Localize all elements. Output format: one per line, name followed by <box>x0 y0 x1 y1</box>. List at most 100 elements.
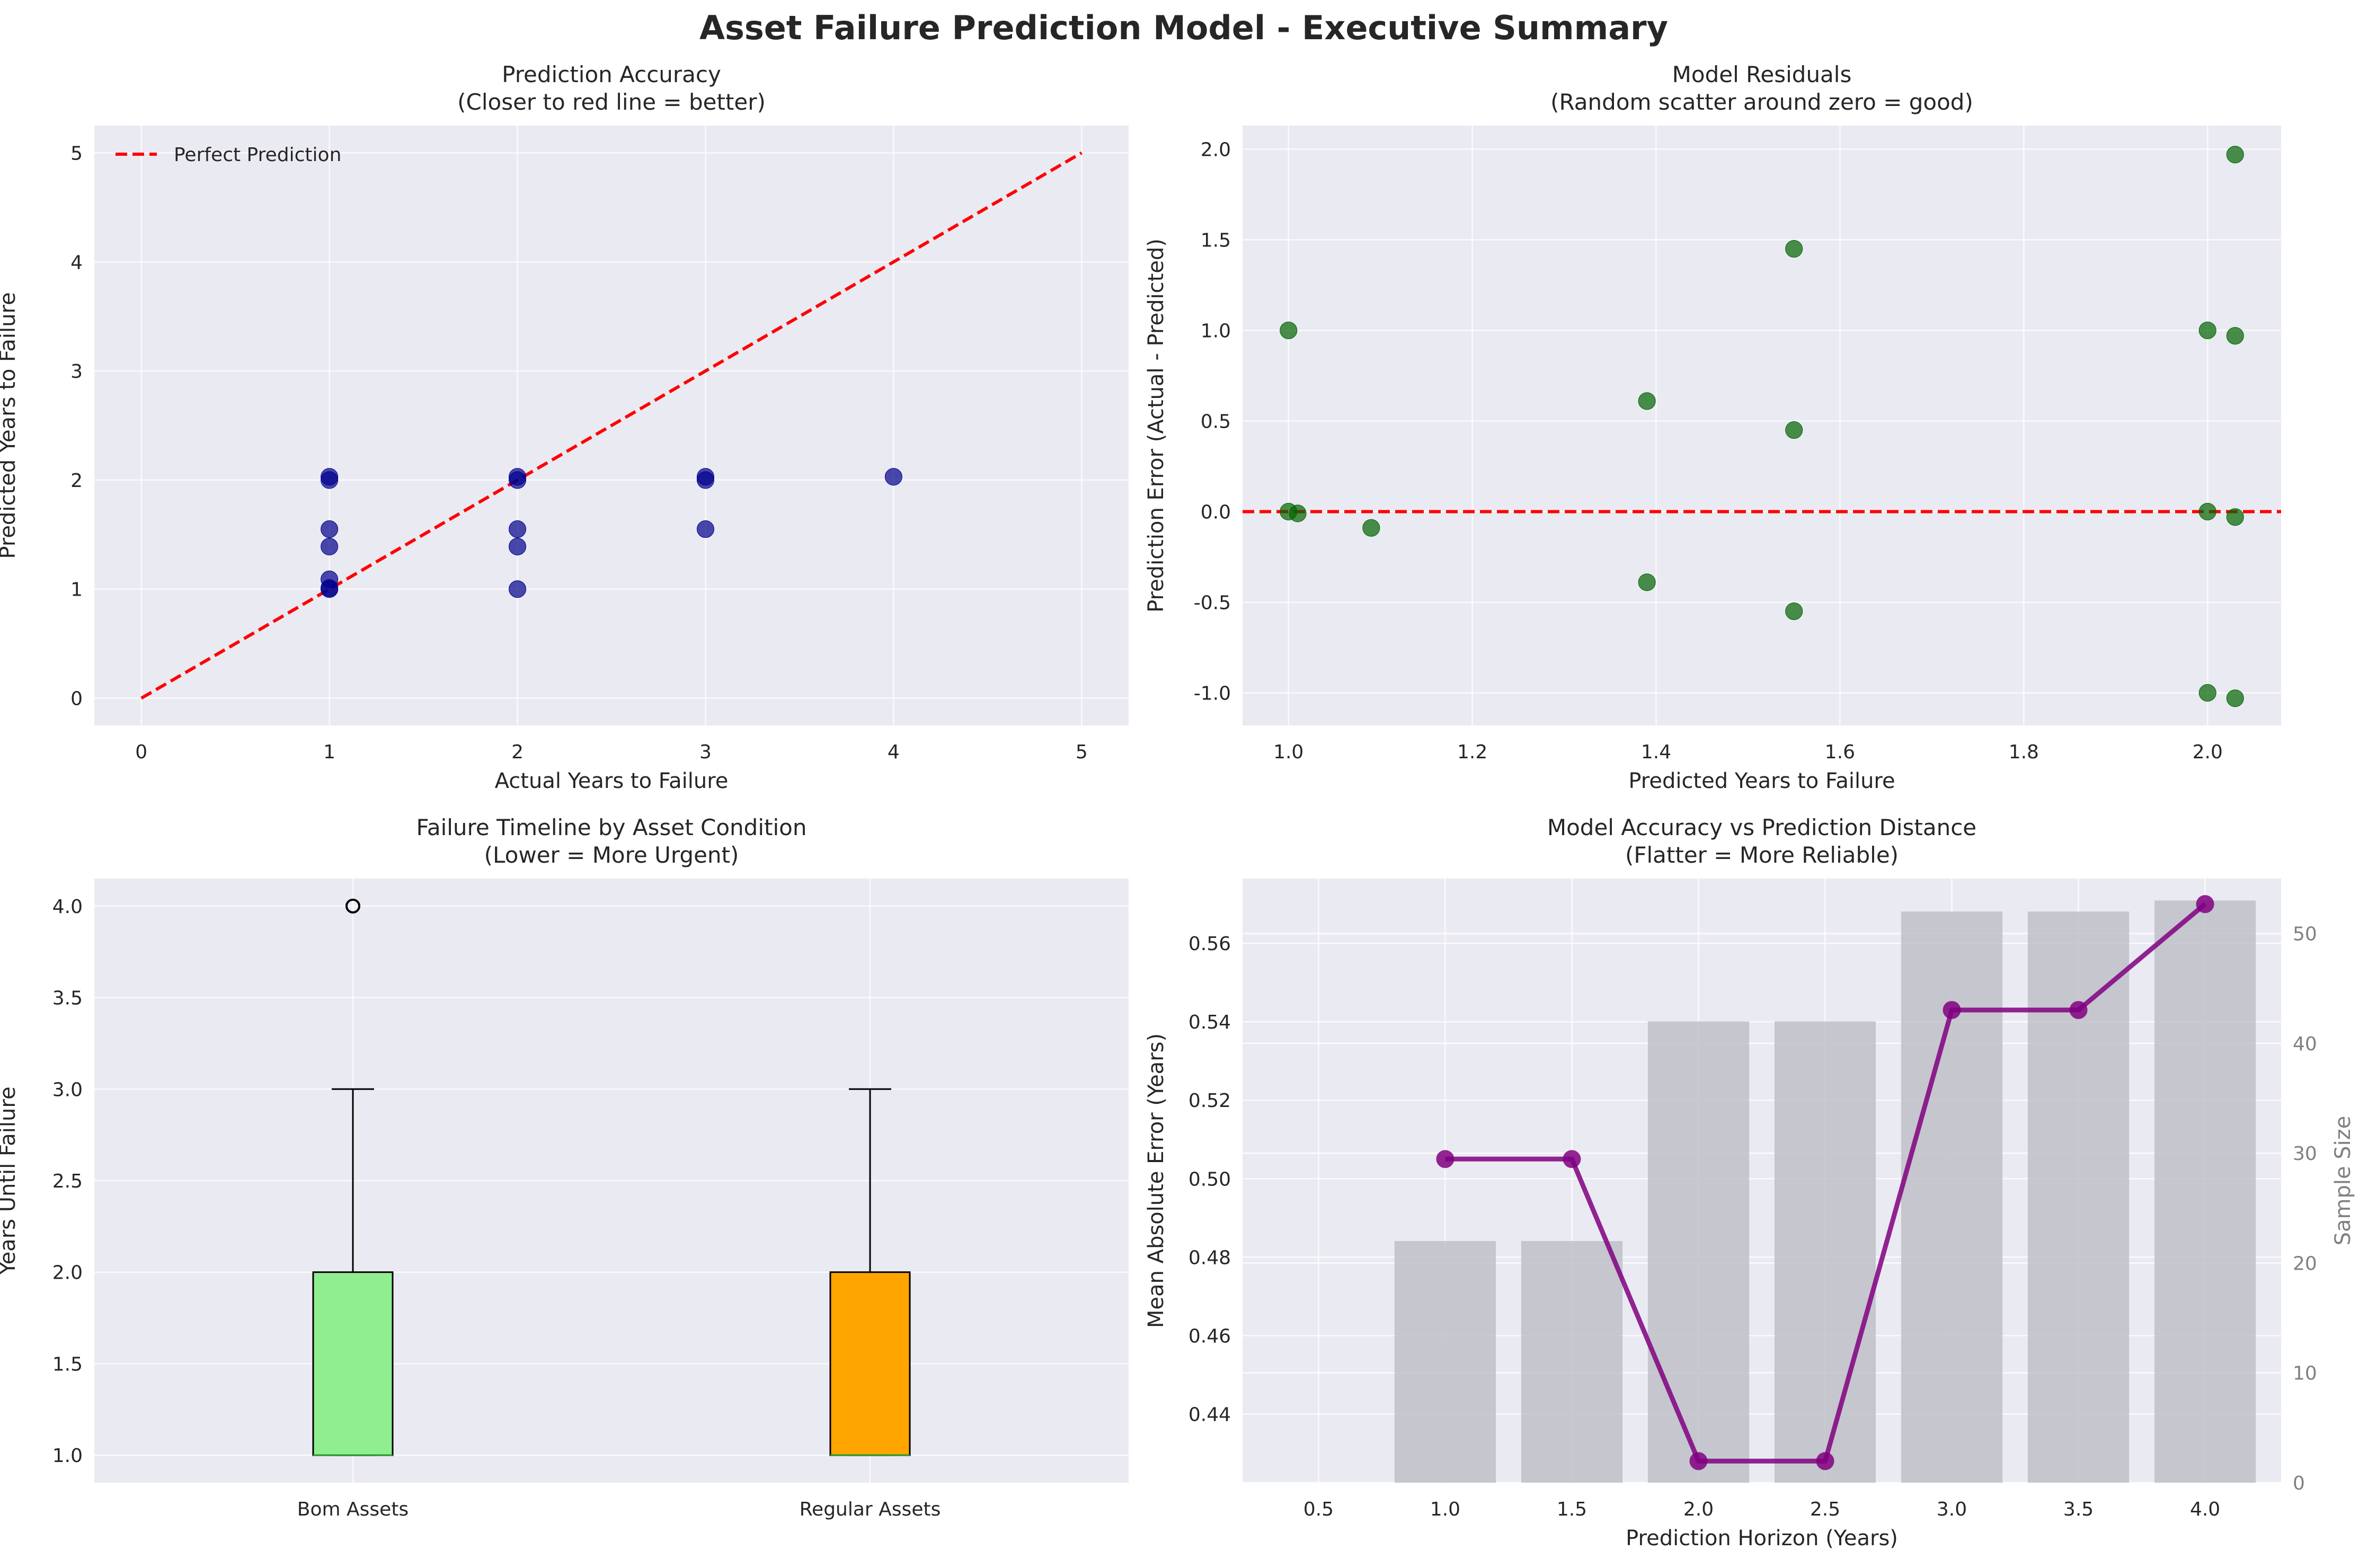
x-axis-label: Prediction Horizon (Years) <box>1626 1526 1898 1551</box>
outlier-point <box>345 898 360 914</box>
y-tick-label: 0.44 <box>1189 1404 1231 1425</box>
panel-3: 1.0 1.5 2.0 2.5 3.0 3.5 4.0 Failure Timeline by… <box>0 814 1129 1520</box>
y-tick-label: 0.54 <box>1189 1012 1231 1033</box>
data-point <box>509 580 527 598</box>
data-point <box>696 520 714 538</box>
residual-point <box>1289 504 1307 522</box>
residual-point <box>2198 321 2216 339</box>
residual-point <box>1785 603 1803 621</box>
y-axis-label: Predicted Years to Failure <box>0 292 20 559</box>
x-tick-label: 3.0 <box>1937 1499 1967 1520</box>
x-tick-label: 2 <box>511 741 524 763</box>
panel-title: Model Residuals <box>1672 61 1852 87</box>
residual-point <box>1362 519 1380 537</box>
legend-label: Perfect Prediction <box>174 144 341 166</box>
panel-2: -1.0 -0.5 0.0 0.5 1.0 1.5 2.0 1.0 1.2 1.4 1.6 1.8 2.… <box>1144 61 2281 793</box>
x-axis-label: Actual Years to Failure <box>495 769 729 793</box>
y-axis-label: Prediction Error (Actual - Predicted) <box>1144 238 1168 613</box>
box-iqr <box>312 1271 394 1456</box>
plot-area-2 <box>1243 126 2281 725</box>
panel-title: Prediction Accuracy <box>502 61 721 87</box>
x-tick-label: 4 <box>888 741 900 763</box>
data-point <box>321 468 339 486</box>
x-tick-label: 1 <box>323 741 335 763</box>
y-tick-label: 2 <box>70 470 83 492</box>
y2-tick-label: 10 <box>2293 1363 2317 1385</box>
figure-title: Asset Failure Prediction Model - Executi… <box>699 8 1668 47</box>
panel-title: (Closer to red line = better) <box>457 89 766 115</box>
y-tick-label: 0.48 <box>1189 1247 1231 1269</box>
y-tick-label: 4.0 <box>52 896 83 918</box>
y-tick-label: 3.0 <box>52 1079 83 1101</box>
panel-title: (Flatter = More Reliable) <box>1625 842 1899 868</box>
data-point <box>321 570 339 588</box>
residual-point <box>1785 240 1803 258</box>
panel-title: (Random scatter around zero = good) <box>1550 89 1973 115</box>
residual-point <box>2198 502 2216 520</box>
y-tick-label: 1 <box>70 579 83 601</box>
y-tick-label: 2.0 <box>1201 139 1231 161</box>
residual-point <box>1280 321 1298 339</box>
y-tick-label: 0.52 <box>1189 1090 1231 1112</box>
data-point <box>509 520 527 538</box>
y2-tick-label: 30 <box>2293 1143 2317 1165</box>
x-tick-label: 3.5 <box>2063 1499 2094 1520</box>
residual-point <box>2198 684 2216 702</box>
y-axis-label: Years Until Failure <box>0 1086 20 1275</box>
mae-point <box>2069 1000 2088 1019</box>
y2-tick-label: 20 <box>2293 1253 2317 1274</box>
data-point <box>884 468 902 486</box>
perfect-prediction-line <box>140 151 1083 700</box>
y-tick-label: 0.5 <box>1201 411 1231 432</box>
residual-point <box>2226 689 2244 707</box>
y-tick-label: 5 <box>70 143 83 164</box>
box-2: Regular Assets <box>800 1088 941 1520</box>
sample-size-bar <box>1521 1241 1623 1483</box>
legend: Perfect Prediction <box>116 144 341 166</box>
data-point <box>509 468 527 486</box>
residual-point <box>1638 392 1656 410</box>
data-point <box>321 520 339 538</box>
x-tick-label: 1.0 <box>1430 1499 1460 1520</box>
residual-point <box>2226 508 2244 526</box>
residual-point <box>2226 146 2244 164</box>
x-axis-label: Predicted Years to Failure <box>1628 769 1895 793</box>
mae-point <box>1436 1150 1454 1168</box>
panel-1: 0 1 2 3 4 5 0 1 2 3 4 5 Prediction Accuracy(Closer t… <box>0 61 1129 793</box>
y-tick-label: 0.0 <box>1201 501 1231 523</box>
y-tick-label: 4 <box>70 252 83 273</box>
y-tick-label: -1.0 <box>1194 683 1231 704</box>
panel-title: Model Accuracy vs Prediction Distance <box>1547 814 1976 840</box>
y-tick-label: 3.5 <box>52 988 83 1009</box>
y-axis-label: Mean Absolute Error (Years) <box>1144 1033 1168 1328</box>
residual-point <box>1638 573 1656 591</box>
sample-size-bar <box>2154 900 2256 1483</box>
box-1: Bom Assets <box>297 898 409 1520</box>
x-tick-label: 1.2 <box>1457 741 1487 763</box>
x-tick-label: Regular Assets <box>800 1499 941 1520</box>
y-tick-label: 0.46 <box>1189 1325 1231 1347</box>
panel-title: (Lower = More Urgent) <box>484 842 739 868</box>
mae-point <box>1943 1000 1961 1019</box>
y2-tick-label: 0 <box>2293 1473 2305 1494</box>
x-tick-label: 1.0 <box>1273 741 1303 763</box>
y-tick-label: 0 <box>70 688 83 710</box>
data-point <box>509 537 527 555</box>
mae-point <box>1816 1452 1834 1470</box>
data-point <box>321 537 339 555</box>
sample-size-bar <box>2027 911 2130 1483</box>
sample-size-bar <box>1901 911 2003 1483</box>
sample-size-bar <box>1647 1021 1750 1483</box>
x-tick-label: 1.6 <box>1825 741 1855 763</box>
x-tick-label: 4.0 <box>2190 1499 2220 1520</box>
y-tick-label: 0.56 <box>1189 933 1231 955</box>
panel-4: 0.44 0.46 0.48 0.50 0.52 0.54 0.56 0.5 1.0 1.5 2.0… <box>1144 814 2355 1551</box>
y-tick-label: 1.5 <box>52 1353 83 1375</box>
x-tick-label: 0 <box>135 741 147 763</box>
mae-point <box>2196 895 2214 914</box>
y2-tick-label: 50 <box>2293 924 2317 945</box>
mae-point <box>1563 1150 1581 1168</box>
sample-size-bar <box>1394 1241 1496 1483</box>
y-tick-label: -0.5 <box>1194 592 1231 614</box>
